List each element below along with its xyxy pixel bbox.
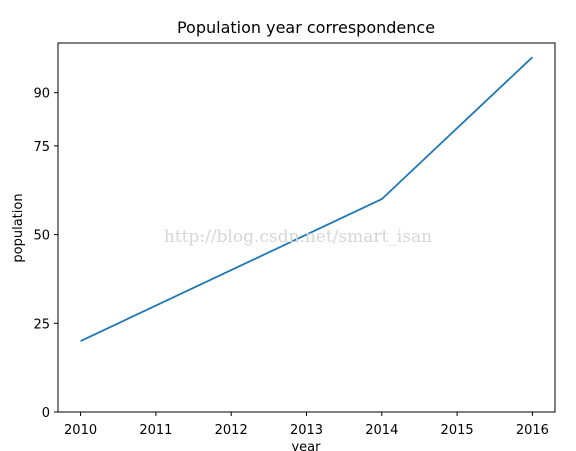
x-axis-label: year xyxy=(291,440,321,451)
x-tick-label: 2016 xyxy=(516,423,549,438)
x-tick-label: 2013 xyxy=(290,423,323,438)
watermark-text: http://blog.csdn.net/smart_isan xyxy=(164,227,432,247)
chart-title: Population year correspondence xyxy=(177,18,435,37)
series-line xyxy=(80,56,534,342)
x-tick-label: 2011 xyxy=(139,423,172,438)
x-tick-label: 2015 xyxy=(441,423,474,438)
y-axis-label: population xyxy=(11,193,26,262)
x-tick-label: 2010 xyxy=(64,423,97,438)
y-tick-label: 90 xyxy=(33,87,50,102)
y-tick-label: 25 xyxy=(33,317,50,332)
y-tick-label: 75 xyxy=(33,140,50,155)
y-tick-label: 50 xyxy=(33,229,50,244)
x-tick-label: 2012 xyxy=(215,423,248,438)
x-tick-label: 2014 xyxy=(365,423,398,438)
x-axis-ticks: 2010 2011 2012 2013 2014 2015 2016 xyxy=(64,412,549,438)
y-axis-ticks: 0 25 50 75 90 xyxy=(33,87,58,421)
y-tick-label: 0 xyxy=(42,406,50,421)
